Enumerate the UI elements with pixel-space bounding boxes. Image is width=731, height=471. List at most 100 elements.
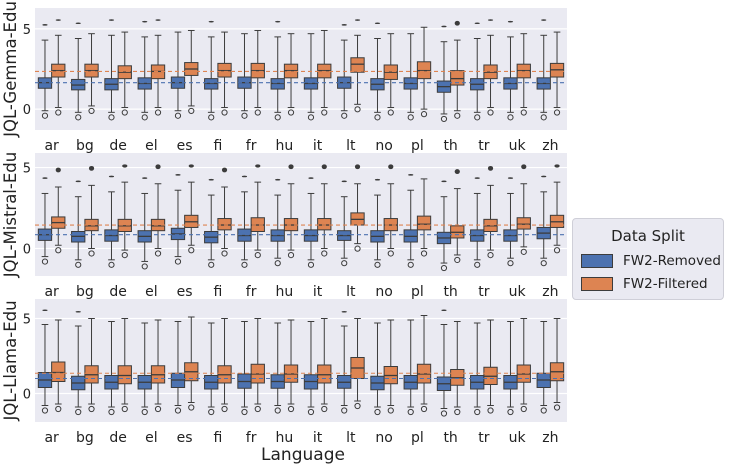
outlier-low (387, 407, 394, 414)
iqr-box (350, 57, 365, 73)
box-removed-zh (536, 321, 551, 414)
outlier-low (274, 114, 281, 121)
y-tick-label: 5 (23, 23, 31, 38)
x-tick-label: uk (509, 430, 527, 446)
x-tick-label: no (375, 284, 392, 300)
outliers-high (275, 20, 281, 23)
outlier-low (154, 109, 162, 116)
box-removed-tr (470, 322, 485, 416)
box-removed-no (370, 178, 385, 268)
y-tick-label: 0 (23, 388, 31, 403)
box-filtered-th (450, 169, 465, 264)
outlier-low (553, 109, 561, 116)
x-tick-label: zh (542, 430, 558, 446)
box-removed-fr (237, 175, 252, 268)
outliers-high (288, 164, 294, 170)
outlier-low (121, 109, 128, 116)
x-tick-label: bg (76, 138, 94, 154)
box-filtered-es (184, 164, 199, 254)
outlier-low (374, 408, 381, 416)
outliers-high (521, 164, 527, 170)
outlier-low (274, 407, 281, 414)
iqr-box (117, 365, 132, 385)
x-tick-label: th (443, 430, 457, 446)
outliers-high (122, 164, 128, 168)
x-tick-label: fr (246, 284, 257, 300)
box-removed-es (170, 174, 186, 265)
outliers-high (474, 177, 480, 179)
outlier-low (307, 114, 315, 121)
outlier-low (440, 410, 448, 417)
x-tick-label: fi (213, 138, 222, 154)
iqr-box (516, 217, 531, 230)
outlier-low (553, 247, 561, 254)
outlier-low (141, 263, 148, 270)
outlier-low (188, 404, 195, 411)
x-tick-label: fr (246, 138, 257, 154)
outliers-high (241, 175, 248, 178)
x-tick-label: es (177, 138, 193, 154)
outlier-low (341, 407, 348, 414)
outliers-high (441, 180, 447, 183)
box-filtered-lt (350, 19, 365, 113)
outlier-low (387, 109, 394, 116)
y-axis-label: JQL-Mistral-Edu (1, 152, 20, 278)
x-tick-label: pl (411, 430, 424, 446)
box-removed-no (370, 22, 385, 121)
x-tick-label: lt (346, 430, 356, 446)
outliers-high (441, 309, 447, 311)
outlier-low (254, 252, 261, 259)
outlier-low (454, 112, 461, 119)
outlier-low (507, 114, 514, 121)
outlier-low (321, 109, 328, 116)
box-filtered-lt (350, 164, 365, 252)
box-filtered-hu (283, 164, 299, 259)
box-filtered-no (383, 33, 398, 116)
box-removed-uk (503, 20, 518, 121)
outlier-low (487, 252, 494, 259)
box-filtered-de (117, 164, 132, 259)
outlier-low (487, 407, 494, 414)
outlier-low (487, 109, 494, 116)
outliers-high (88, 165, 95, 171)
x-tick-label: bg (76, 430, 94, 446)
box-removed-pl (403, 174, 418, 268)
outlier-low (454, 256, 461, 264)
outlier-low (75, 408, 82, 416)
x-tick-label: uk (509, 138, 527, 154)
outliers-high (321, 164, 327, 170)
outlier-low (88, 250, 95, 257)
box-filtered-it (317, 164, 332, 257)
outlier-low (474, 408, 481, 416)
plot-area (35, 299, 567, 422)
box-filtered-uk (516, 33, 531, 116)
x-tick-label: hu (276, 284, 294, 300)
outliers-high (341, 24, 347, 26)
outlier-low (154, 405, 162, 413)
outlier-low (208, 408, 215, 416)
legend: Data Split FW2-Removed FW2-Filtered (572, 218, 724, 300)
x-tick-label: th (443, 138, 457, 154)
outlier-low (520, 248, 527, 255)
x-tick-label: ar (44, 284, 59, 300)
x-axis-label: Language (261, 445, 345, 465)
x-tick-label: es (177, 284, 193, 300)
outlier-low (420, 111, 428, 118)
outlier-low (520, 109, 527, 116)
outlier-low (540, 114, 547, 121)
outlier-low (55, 405, 62, 413)
box-filtered-hu (283, 33, 299, 116)
outlier-low (540, 260, 547, 267)
box-filtered-fr (250, 29, 265, 116)
x-tick-label: de (109, 284, 127, 300)
outlier-low (108, 114, 115, 121)
box-removed-th (436, 309, 452, 417)
outliers-high (221, 167, 228, 173)
outlier-low (254, 405, 261, 413)
outlier-low (407, 114, 414, 121)
box-removed-uk (503, 177, 518, 267)
x-tick-label: pl (411, 138, 424, 154)
box-filtered-tr (483, 319, 498, 414)
outlier-low (188, 107, 195, 115)
